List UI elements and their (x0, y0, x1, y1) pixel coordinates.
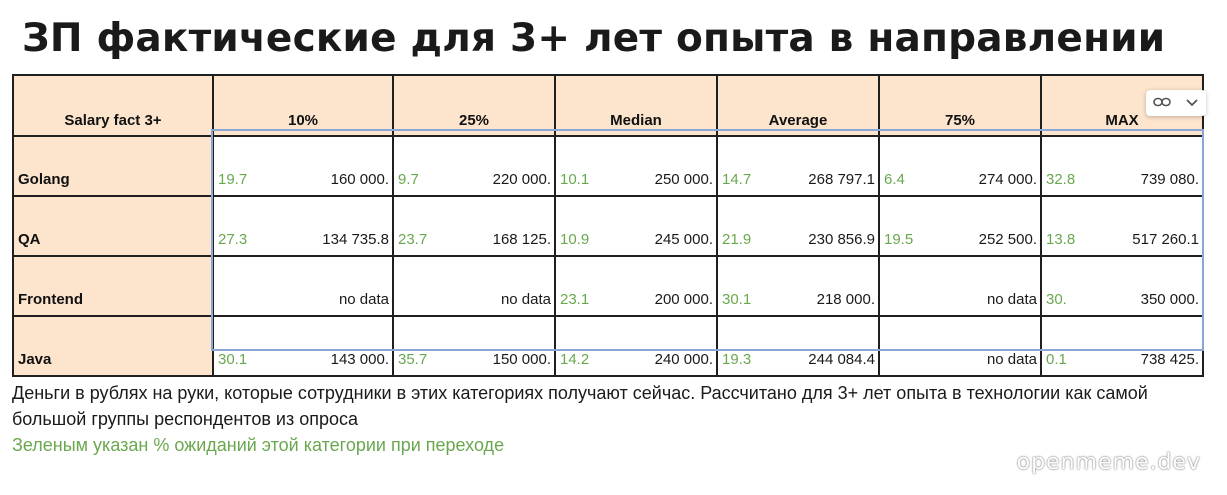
watermark: openmeme.dev (1016, 450, 1201, 475)
table-cell[interactable]: 19.5 252 500. (878, 195, 1042, 257)
expectation-pct: 35.7 (398, 351, 428, 368)
salary-value: 274 000. (978, 171, 1037, 188)
page-title: ЗП фактические для 3+ лет опыта в направ… (22, 16, 1166, 61)
table-cell[interactable]: 9.7 220 000. (392, 135, 556, 197)
link-widget[interactable] (1146, 90, 1206, 116)
expectation-pct: 19.7 (218, 171, 248, 188)
salary-value: 143 000. (330, 351, 389, 368)
expectation-pct: 30. (1046, 291, 1067, 308)
expectation-pct: 30.1 (218, 351, 248, 368)
salary-value: 168 125. (492, 231, 551, 248)
expectation-pct: 23.7 (398, 231, 428, 248)
salary-value: 200 000. (654, 291, 713, 308)
salary-value: no data (986, 291, 1037, 308)
expectation-pct: 21.9 (722, 231, 752, 248)
expectation-pct: 19.5 (884, 231, 914, 248)
table-cell[interactable]: 10.1 250 000. (554, 135, 718, 197)
expectation-pct: 14.7 (722, 171, 752, 188)
expectation-pct: 19.3 (722, 351, 752, 368)
salary-value: 230 856.9 (808, 231, 875, 248)
salary-value: 245 000. (654, 231, 713, 248)
table-cell[interactable]: 13.8 517 260.1 (1040, 195, 1204, 257)
table-cell[interactable]: 0.1 738 425. (1040, 315, 1204, 377)
link-icon[interactable] (1153, 95, 1171, 111)
table-row: Java 30.1 143 000. 35.7 150 000. 14.2 240 0… (12, 315, 1204, 377)
table-cell[interactable]: 23.7 168 125. (392, 195, 556, 257)
table-row: Frontend no data no data 23.1 200 000. 30… (12, 255, 1204, 317)
green-legend-note: Зеленым указан % ожиданий этой категории… (12, 435, 505, 455)
table-cell[interactable]: no data (878, 255, 1042, 317)
column-header[interactable]: 25% (392, 74, 556, 137)
expectation-pct: 13.8 (1046, 231, 1076, 248)
table-cell[interactable]: no data (392, 255, 556, 317)
table-cell[interactable]: 10.9 245 000. (554, 195, 718, 257)
column-header[interactable]: 10% (212, 74, 394, 137)
table-cell[interactable]: 14.7 268 797.1 (716, 135, 880, 197)
column-header[interactable]: 75% (878, 74, 1042, 137)
table-cell[interactable]: 30.1 143 000. (212, 315, 394, 377)
table-cell[interactable]: 19.7 160 000. (212, 135, 394, 197)
expectation-pct: 10.1 (560, 171, 590, 188)
salary-value: 738 425. (1140, 351, 1199, 368)
salary-value: 220 000. (492, 171, 551, 188)
table-cell[interactable]: 27.3 134 735.8 (212, 195, 394, 257)
expectation-pct: 0.1 (1046, 351, 1067, 368)
salary-value: 739 080. (1140, 171, 1199, 188)
expectation-pct: 32.8 (1046, 171, 1076, 188)
salary-table-container: Salary fact 3+ 10% 25% Median Average 75… (12, 74, 1204, 377)
expectation-pct: 23.1 (560, 291, 590, 308)
header-label[interactable]: Salary fact 3+ (12, 74, 214, 137)
table-cell[interactable]: 6.4 274 000. (878, 135, 1042, 197)
table-cell[interactable]: 30. 350 000. (1040, 255, 1204, 317)
table-cell[interactable]: no data (212, 255, 394, 317)
row-label[interactable]: Java (12, 315, 214, 377)
salary-value: 150 000. (492, 351, 551, 368)
description-note: Деньги в рублях на руки, которые сотрудн… (12, 383, 1148, 429)
table-cell[interactable]: 19.3 244 084.4 (716, 315, 880, 377)
table-cell[interactable]: no data (878, 315, 1042, 377)
salary-value: 350 000. (1140, 291, 1199, 308)
salary-value: no data (986, 351, 1037, 368)
salary-value: 268 797.1 (808, 171, 875, 188)
expectation-pct: 6.4 (884, 171, 905, 188)
salary-table: Salary fact 3+ 10% 25% Median Average 75… (12, 74, 1204, 377)
table-header-row: Salary fact 3+ 10% 25% Median Average 75… (12, 74, 1204, 137)
column-header[interactable]: Median (554, 74, 718, 137)
column-header[interactable]: Average (716, 74, 880, 137)
chevron-down-icon[interactable] (1185, 95, 1199, 111)
table-cell[interactable]: 14.2 240 000. (554, 315, 718, 377)
table-cell[interactable]: 21.9 230 856.9 (716, 195, 880, 257)
salary-value: 218 000. (816, 291, 875, 308)
table-row: QA 27.3 134 735.8 23.7 168 125. 10.9 245 00… (12, 195, 1204, 257)
table-cell[interactable]: 32.8 739 080. (1040, 135, 1204, 197)
table-cell[interactable]: 35.7 150 000. (392, 315, 556, 377)
salary-value: no data (338, 291, 389, 308)
row-label[interactable]: QA (12, 195, 214, 257)
expectation-pct: 30.1 (722, 291, 752, 308)
table-cell[interactable]: 23.1 200 000. (554, 255, 718, 317)
salary-value: 244 084.4 (808, 351, 875, 368)
row-label[interactable]: Golang (12, 135, 214, 197)
row-label[interactable]: Frontend (12, 255, 214, 317)
salary-value: 250 000. (654, 171, 713, 188)
expectation-pct: 27.3 (218, 231, 248, 248)
salary-value: 517 260.1 (1132, 231, 1199, 248)
expectation-pct: 9.7 (398, 171, 419, 188)
salary-value: 160 000. (330, 171, 389, 188)
table-row: Golang 19.7 160 000. 9.7 220 000. 10.1 250 … (12, 135, 1204, 197)
salary-value: 134 735.8 (322, 231, 389, 248)
expectation-pct: 10.9 (560, 231, 590, 248)
salary-value: 252 500. (978, 231, 1037, 248)
expectation-pct: 14.2 (560, 351, 590, 368)
salary-value: no data (500, 291, 551, 308)
salary-value: 240 000. (654, 351, 713, 368)
table-cell[interactable]: 30.1 218 000. (716, 255, 880, 317)
